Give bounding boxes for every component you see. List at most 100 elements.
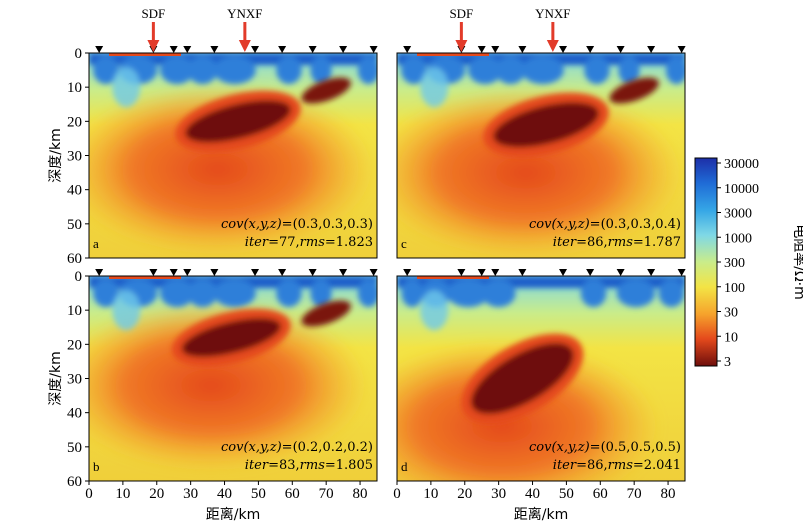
station-marker (183, 269, 192, 276)
colorbar-bar (694, 157, 718, 367)
resistivity-map (397, 53, 685, 258)
station-marker (518, 269, 527, 276)
y-tick-label: 20 (67, 337, 82, 353)
rms-symbol: rms (300, 235, 326, 250)
colorbar-tick-label: 300 (724, 256, 745, 271)
fault-label: YNXF (227, 6, 262, 21)
panel-frame (396, 52, 686, 259)
x-tick-label: 0 (393, 486, 401, 502)
colorbar-tick-label: 30 (724, 306, 738, 321)
y-tick-label: 60 (67, 474, 82, 490)
fault-label: YNXF (535, 6, 570, 21)
x-tick-label: 0 (85, 486, 93, 502)
fault-label: SDF (141, 6, 165, 21)
y-tick-label: 30 (67, 372, 82, 388)
colorbar-title: 电阻率/Ω·m (791, 224, 803, 300)
station-marker (369, 269, 378, 276)
station-marker (491, 46, 500, 53)
x-tick-label: 60 (285, 486, 300, 502)
iter-symbol: iter (553, 458, 577, 473)
station-marker (559, 46, 568, 53)
x-tick-label: 10 (115, 486, 130, 502)
panel-label: b (93, 459, 100, 474)
panel-frame (396, 275, 686, 482)
cov-symbol: cov(x,y,z) (221, 440, 282, 455)
iter-value: =77, (268, 235, 300, 250)
panel-label: a (93, 236, 99, 251)
shallow-resistive-layer (397, 53, 685, 108)
moderate-conductor (397, 86, 685, 258)
station-marker (278, 46, 287, 53)
iter-symbol: iter (245, 458, 269, 473)
colorbar-tick-label: 3000 (724, 207, 752, 222)
rms-value: =1.823 (325, 235, 373, 250)
rms-symbol: rms (608, 235, 634, 250)
cov-symbol: cov(x,y,z) (529, 217, 590, 232)
rms-value: =1.805 (325, 458, 373, 473)
cov-value: =(0.5,0.5,0.5) (590, 440, 681, 455)
panel-d: 0 10 20 30 40 50 60 70 80 d cov(x,y,z)=(0.5,0.5,0.… (393, 269, 686, 502)
station-marker (403, 46, 412, 53)
fault-arrow-head (546, 40, 559, 52)
station-marker (169, 46, 178, 53)
moderate-conductor (89, 83, 377, 256)
colorbar-tick-label: 30000 (724, 157, 759, 172)
fault-label: SDF (449, 6, 473, 21)
x-tick-label: 30 (491, 486, 506, 502)
colorbar-tick-label: 10000 (724, 182, 759, 197)
x-axis-title: 距离/km (514, 506, 568, 523)
station-marker (677, 269, 686, 276)
y-tick-label: 10 (67, 303, 82, 319)
station-marker (559, 269, 568, 276)
station-marker (586, 269, 595, 276)
y-axis-title: 深度/km (48, 128, 64, 182)
x-tick-label: 40 (525, 486, 540, 502)
x-tick-label: 10 (423, 486, 438, 502)
station-marker (647, 269, 656, 276)
colorbar: 30000 10000 3000 1000 300 100 30 10 3 电阻率/Ω·m (694, 157, 803, 370)
x-tick-label: 20 (149, 486, 164, 502)
station-marker (149, 269, 158, 276)
y-tick-label: 60 (67, 251, 82, 267)
colorbar-tick-label: 10 (724, 330, 738, 345)
panel-label: d (401, 459, 408, 474)
y-tick-label: 50 (67, 217, 82, 233)
x-tick-label: 40 (217, 486, 232, 502)
station-marker (477, 269, 486, 276)
station-marker (183, 46, 192, 53)
rms-symbol: rms (300, 458, 326, 473)
panel-a: 0 10 20 30 40 50 60 a cov(x,y,z)=(0.3,0.3,0.3) it… (67, 6, 378, 267)
station-marker (477, 46, 486, 53)
station-marker (278, 269, 287, 276)
station-marker (518, 46, 527, 53)
rms-value: =2.041 (633, 458, 681, 473)
x-tick-label: 70 (627, 486, 642, 502)
station-marker (308, 269, 317, 276)
panel-label: c (401, 236, 407, 251)
station-marker (169, 269, 178, 276)
station-marker (339, 46, 348, 53)
rms-symbol: rms (608, 458, 634, 473)
x-tick-label: 50 (251, 486, 266, 502)
iter-symbol: iter (245, 235, 269, 250)
main-conductor (461, 333, 584, 424)
iter-rms-annotation: iter=86,rms=1.787 (553, 235, 681, 250)
cov-symbol: cov(x,y,z) (529, 440, 590, 455)
cov-value: =(0.2,0.2,0.2) (282, 440, 373, 455)
x-tick-label: 60 (593, 486, 608, 502)
station-marker (586, 46, 595, 53)
x-tick-label: 50 (559, 486, 574, 502)
fault-arrow-head (238, 40, 251, 52)
colorbar-tick-label: 100 (724, 281, 745, 296)
fault-arrow-head (455, 40, 468, 52)
station-marker (677, 46, 686, 53)
surface-strip (417, 276, 489, 279)
station-marker (308, 46, 317, 53)
y-tick-label: 30 (67, 149, 82, 165)
iter-value: =83, (268, 458, 300, 473)
moderate-conductor (89, 299, 370, 472)
surface-strip (109, 276, 181, 279)
resistivity-map (89, 53, 377, 258)
